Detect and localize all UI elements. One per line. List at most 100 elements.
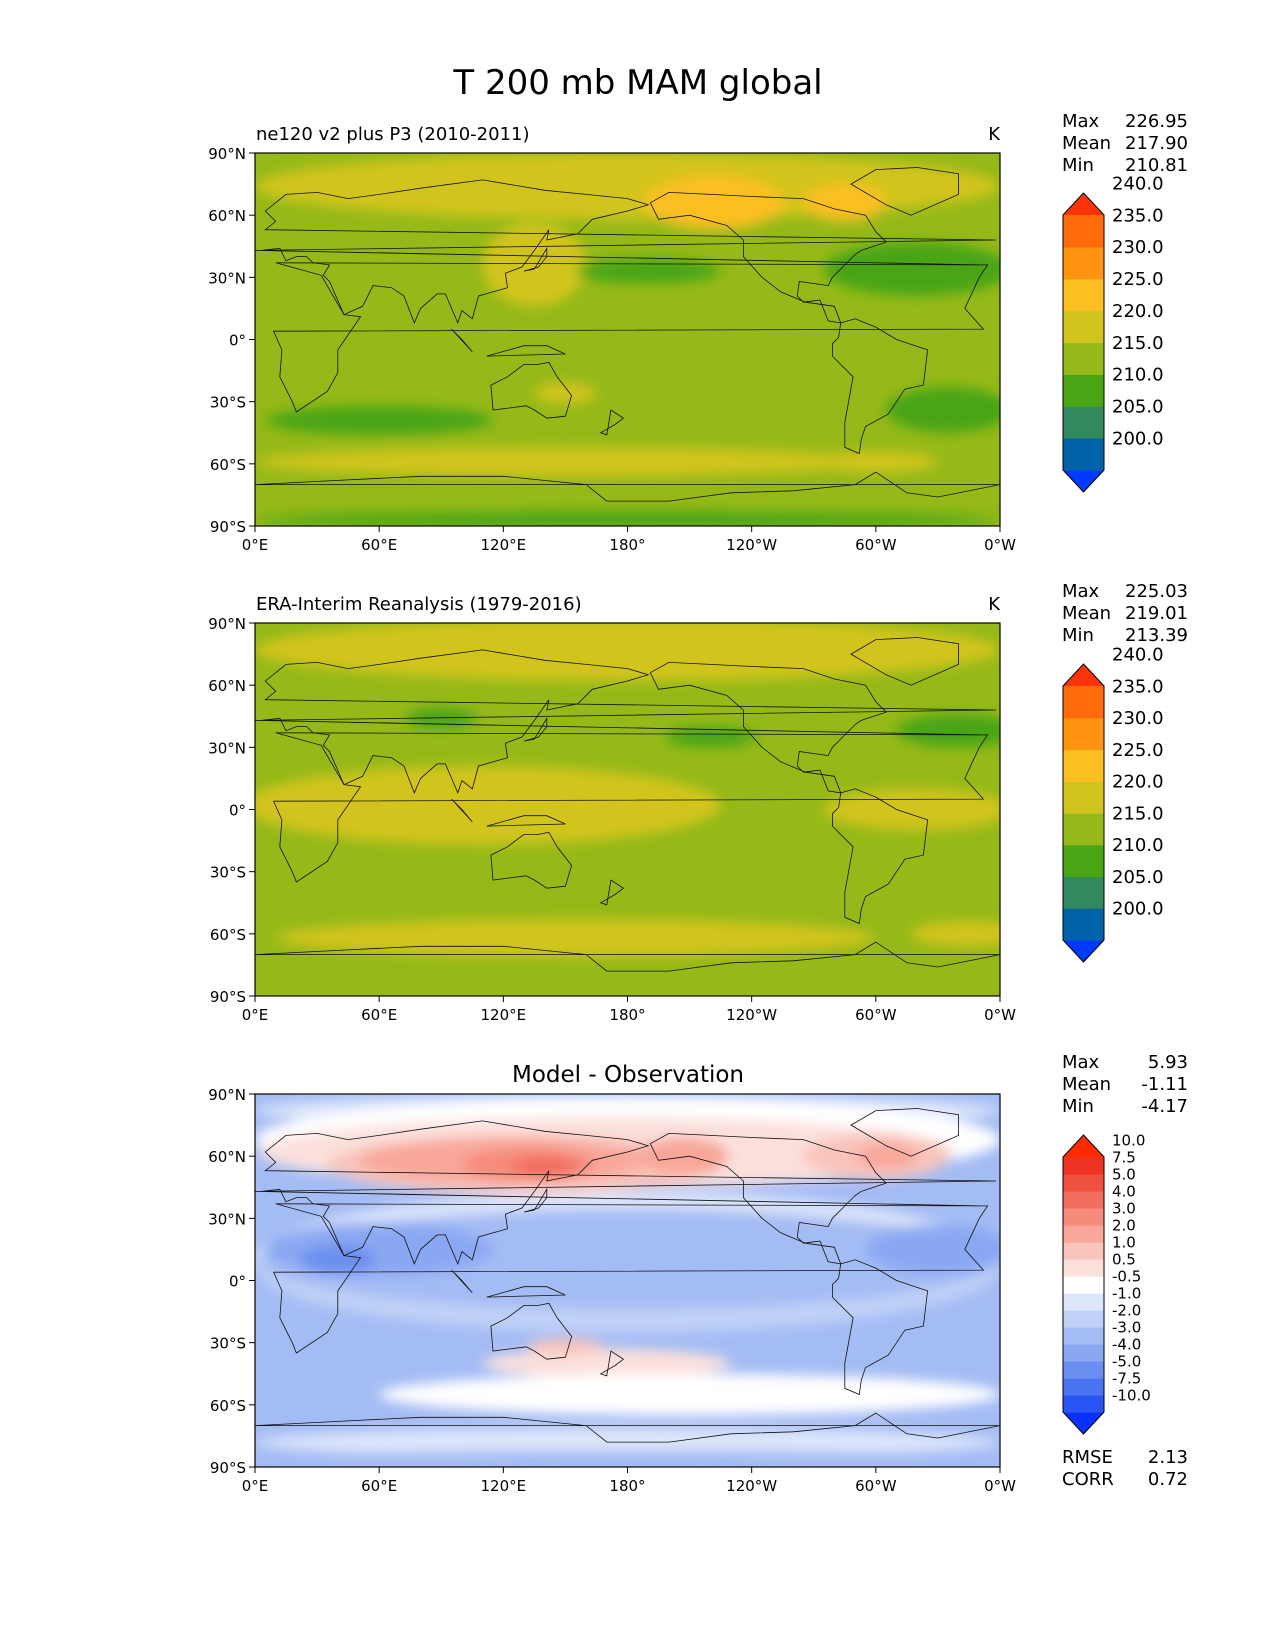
colorbar-segment (1063, 1327, 1104, 1345)
colorbar-segment (1063, 215, 1104, 248)
colorbar-tick-label: -5.0 (1112, 1352, 1141, 1370)
contour-region-1 (644, 175, 785, 230)
colorbar-outline (1062, 192, 1105, 493)
colorbar-tick-label: 4.0 (1112, 1182, 1136, 1200)
lat-tick-label: 30°N (208, 1210, 246, 1228)
colorbar-segment (1063, 1259, 1104, 1277)
lon-axis: 0°E 60°E 120°E 180° 120°W 60°W 0°W (242, 1467, 1016, 1495)
lat-tick-label: 30°S (210, 1335, 246, 1353)
coastline-8 (523, 246, 548, 272)
colorbar-tick-label: -0.5 (1112, 1267, 1141, 1285)
coastline-8 (523, 716, 548, 742)
lon-tick-label: 60°W (855, 1006, 897, 1024)
contour-region-13 (265, 1222, 493, 1277)
colorbar-segment (1063, 781, 1104, 814)
coastline-3 (649, 191, 887, 324)
panel-reference: ERA-Interim Reanalysis (1979-2016) K 90°… (208, 581, 1188, 1024)
metric-label-rmse: RMSE (1062, 1447, 1113, 1468)
lon-tick-label: 0°W (984, 1006, 1016, 1024)
coastline-2 (490, 831, 573, 889)
colorbar-segment (1063, 844, 1104, 878)
lon-tick-label: 0°E (242, 1006, 269, 1024)
colorbar-segment (1063, 1157, 1104, 1175)
coastline-5 (850, 167, 959, 216)
colorbar-tick-label: 240.0 (1112, 645, 1164, 666)
colorbar-tick-label: -3.0 (1112, 1318, 1141, 1336)
stat-value-mean: 217.90 (1125, 133, 1188, 154)
colorbar-tick-label: 230.0 (1112, 237, 1164, 258)
contour-region-2 (824, 788, 1000, 831)
colorbar-segment (1063, 374, 1104, 407)
stat-label-mean: Mean (1062, 603, 1111, 624)
contour-region-3 (482, 223, 587, 307)
colorbar: -10.0-7.5-5.0-4.0-3.0-2.0-1.0-0.50.51.02… (1062, 1131, 1151, 1435)
contour-region-9 (511, 1156, 578, 1177)
lat-axis: 90°N 60°N 30°N 0° 30°S 60°S 90°S (208, 145, 255, 536)
contour-region-8 (255, 447, 876, 477)
stat-value-min: -4.17 (1141, 1096, 1188, 1117)
coastline-4 (832, 1259, 929, 1396)
contour-region-5 (896, 714, 1000, 748)
colorbar-tick-label: 215.0 (1112, 803, 1164, 824)
lat-tick-label: 60°S (210, 926, 246, 944)
stat-label-min: Min (1062, 625, 1094, 646)
colorbar-extend-min (1063, 470, 1104, 492)
colorbar-extend-max (1063, 1135, 1104, 1157)
coastline-4 (832, 318, 929, 455)
stat-label-mean: Mean (1062, 133, 1111, 154)
colorbar-segment (1063, 246, 1104, 280)
panel-units: K (988, 594, 1001, 615)
coastline-5 (850, 1108, 959, 1157)
colorbar-tick-label: 7.5 (1112, 1148, 1136, 1166)
panel-title-left: ne120 v2 plus P3 (2010-2011) (256, 124, 530, 145)
colorbar-extend-max (1063, 193, 1104, 215)
lon-axis: 0°E 60°E 120°E 180° 120°W 60°W 0°W (242, 526, 1016, 554)
lat-axis: 90°N 60°N 30°N 0° 30°S 60°S 90°S (208, 615, 255, 1006)
contour-region-19 (379, 1373, 1000, 1416)
colorbar-tick-label: 210.0 (1112, 365, 1164, 386)
contour-region-6 (637, 1137, 729, 1175)
coastline-6 (451, 1269, 473, 1294)
colorbar-segment (1063, 310, 1104, 344)
lon-tick-label: 120°W (726, 1477, 777, 1495)
contour-region-15 (300, 1245, 376, 1275)
contour-region-14 (865, 1224, 1000, 1275)
lat-tick-label: 0° (229, 802, 246, 820)
colorbar-segment (1063, 1225, 1104, 1243)
lat-tick-label: 90°S (210, 1459, 246, 1477)
lon-tick-label: 0°W (984, 536, 1016, 554)
stat-value-min: 213.39 (1125, 625, 1188, 646)
coastlines (255, 167, 1000, 502)
colorbar-tick-label: 215.0 (1112, 333, 1164, 354)
stat-value-max: 225.03 (1125, 581, 1188, 602)
colorbar-segment (1063, 1395, 1104, 1413)
colorbar-tick-label: -10.0 (1112, 1386, 1151, 1404)
colorbar-tick-label: 220.0 (1112, 301, 1164, 322)
colorbar-segment (1063, 1242, 1104, 1260)
coastline-1 (255, 649, 996, 795)
coastline-3 (649, 1132, 887, 1265)
contour-region-2 (803, 184, 887, 222)
contour-region-0 (255, 153, 1000, 220)
contour-region-7 (855, 1143, 918, 1169)
lat-tick-label: 0° (229, 332, 246, 350)
lon-tick-label: 60°W (855, 1477, 897, 1495)
coastline-10 (255, 471, 1000, 502)
stat-label-min: Min (1062, 1096, 1094, 1117)
metric-value-rmse: 2.13 (1148, 1447, 1188, 1468)
colorbar-segment (1063, 1378, 1104, 1396)
colorbar-tick-label: 235.0 (1112, 676, 1164, 697)
contour-region-5 (575, 258, 721, 284)
stat-label-max: Max (1062, 111, 1100, 132)
coastline-2 (490, 1302, 573, 1360)
lon-tick-label: 0°E (242, 536, 269, 554)
colorbar-tick-label: 205.0 (1112, 867, 1164, 888)
lat-tick-label: 90°S (210, 988, 246, 1006)
stat-label-mean: Mean (1062, 1074, 1111, 1095)
colorbar-segment (1063, 749, 1104, 782)
lon-tick-label: 120°W (726, 1006, 777, 1024)
coastline-0 (272, 262, 989, 413)
colorbar-tick-label: 3.0 (1112, 1199, 1136, 1217)
lon-tick-label: 180° (609, 1006, 645, 1024)
